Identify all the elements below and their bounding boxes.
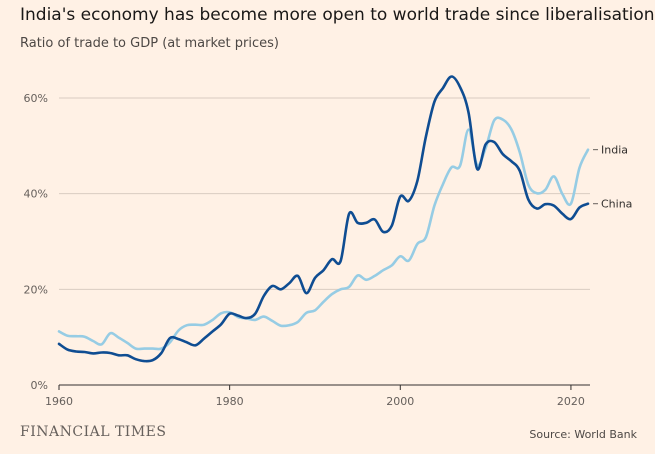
series-label-india: India (601, 144, 628, 157)
chart-subtitle: Ratio of trade to GDP (at market prices) (20, 36, 279, 51)
y-tick-label: 40% (24, 188, 48, 201)
series-line-china (57, 75, 590, 363)
series-label-china: China (601, 198, 632, 211)
brand-logo: FINANCIAL TIMES (20, 424, 167, 440)
source-note: Source: World Bank (529, 428, 637, 441)
y-tick-label: 60% (24, 92, 48, 105)
y-tick-label: 0% (31, 379, 48, 392)
chart-title: India's economy has become more open to … (20, 5, 655, 25)
x-tick-label: 1960 (45, 395, 73, 408)
x-tick-label: 1980 (216, 395, 244, 408)
y-tick-label: 20% (24, 283, 48, 296)
x-tick-label: 2020 (557, 395, 585, 408)
series-line-india (57, 116, 590, 351)
x-tick-label: 2000 (386, 395, 414, 408)
